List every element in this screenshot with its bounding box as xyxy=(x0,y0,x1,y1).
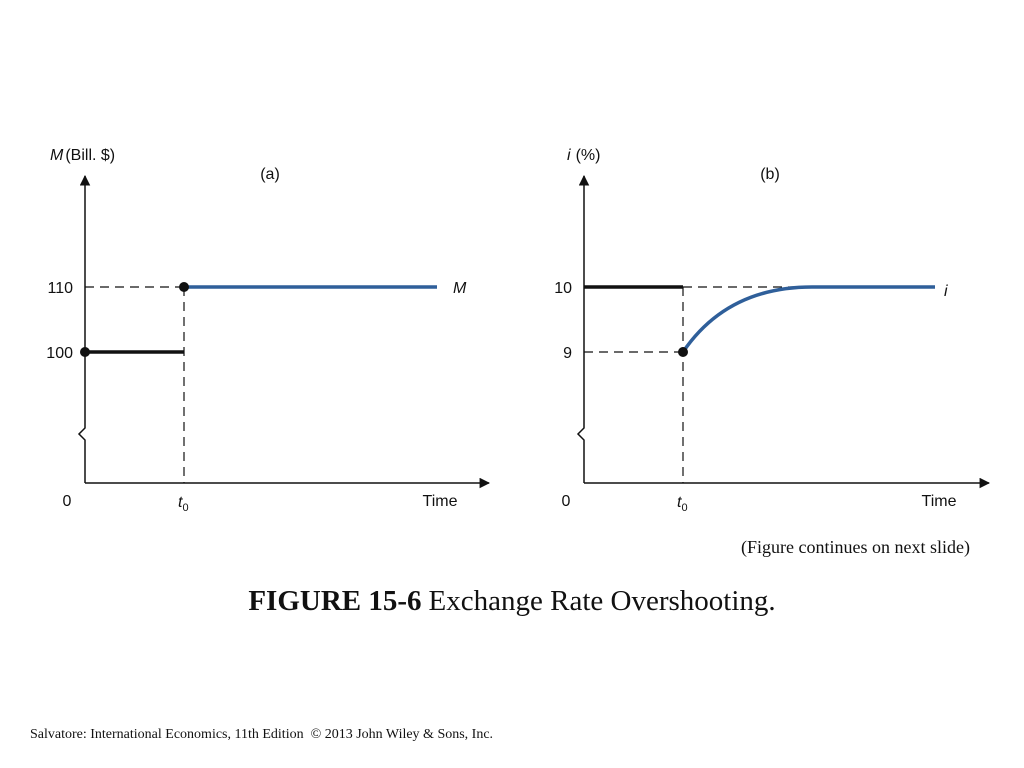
y-axis-label: i (%) xyxy=(567,147,600,164)
panel-label: (a) xyxy=(260,166,280,183)
tick-label: 100 xyxy=(46,345,73,362)
unit: (Bill. $) xyxy=(65,147,115,164)
subscript: 0 xyxy=(681,502,687,514)
x-axis-label: Time xyxy=(922,493,957,510)
footer: Salvatore: International Economics, 11th… xyxy=(30,727,493,742)
symbol: M xyxy=(50,147,64,164)
unit: (%) xyxy=(576,147,601,164)
tick-label: 9 xyxy=(563,345,572,362)
caption: FIGURE 15-6 Exchange Rate Overshooting. xyxy=(248,585,775,617)
x-axis-label: Time xyxy=(423,493,458,510)
panel-label: (b) xyxy=(760,166,780,183)
tick-label: 110 xyxy=(47,280,73,297)
origin-label: 0 xyxy=(562,493,571,510)
dot xyxy=(678,347,688,357)
dot xyxy=(80,347,90,357)
y-axis-label: M (Bill. $) xyxy=(50,147,115,164)
panel-b: i (%) (b) 10 9 0 t0 Time i xyxy=(554,147,991,514)
tick-label: 10 xyxy=(554,280,572,297)
guide-lines xyxy=(584,286,812,483)
y-axis xyxy=(77,174,91,483)
guide-lines xyxy=(85,286,185,483)
figure-title: Exchange Rate Overshooting. xyxy=(429,585,776,617)
subscript: 0 xyxy=(182,502,188,514)
symbol: t xyxy=(178,494,183,511)
figure-number: FIGURE 15-6 xyxy=(248,585,421,617)
t0-label: t0 xyxy=(677,494,688,514)
origin-label: 0 xyxy=(63,493,72,510)
curve-label: i xyxy=(944,283,948,300)
t0-label: t0 xyxy=(178,494,189,514)
dot xyxy=(179,282,189,292)
panel-a: M (Bill. $) (a) 110 100 0 t0 Time M xyxy=(46,147,491,514)
note: (Figure continues on next slide) xyxy=(741,537,970,558)
symbol: i xyxy=(567,147,571,164)
adjustment-path xyxy=(681,285,935,353)
y-axis xyxy=(576,174,590,483)
curve-label: M xyxy=(453,280,467,297)
symbol: t xyxy=(677,494,682,511)
